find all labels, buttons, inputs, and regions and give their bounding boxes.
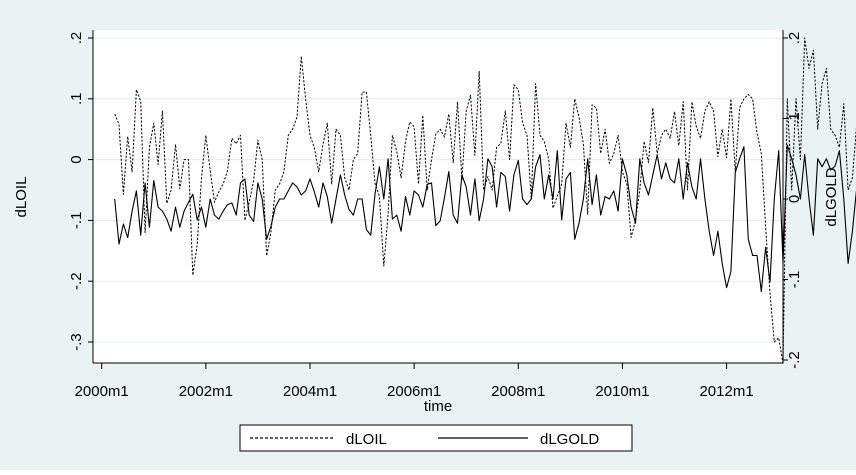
y-left-tick-label: .2 [68, 32, 85, 45]
y-left-tick-label: 0 [68, 155, 85, 163]
y-axis-left-title: dLOIL [13, 177, 30, 218]
y-right-tick-label: -.2 [786, 351, 803, 369]
y-left-tick-label: -.2 [68, 272, 85, 290]
series-group [114, 37, 856, 364]
x-axis-title: time [424, 398, 452, 415]
y-right-tick-label: 0 [786, 195, 803, 203]
gridlines [93, 37, 783, 343]
x-tick-label: 2004m1 [283, 383, 337, 400]
x-tick-label: 2008m1 [491, 383, 545, 400]
x-tick-label: 2002m1 [179, 383, 233, 400]
y-left-tick-label: .1 [68, 93, 85, 106]
series-line-dlgold [114, 144, 856, 293]
x-tick-label: 2012m1 [699, 383, 753, 400]
y-right-tick-label: .1 [786, 112, 803, 125]
legend: dLOIL dLGOLD [239, 424, 633, 452]
y-left-tick-label: -.1 [68, 212, 85, 230]
x-tick-label: 2010m1 [595, 383, 649, 400]
legend-label-dlgold: dLGOLD [540, 431, 599, 448]
y-right-tick-label: -.1 [786, 271, 803, 289]
x-tick-label: 2006m1 [387, 383, 441, 400]
y-right-tick-label: .2 [786, 32, 803, 45]
plot-area [93, 30, 783, 363]
x-tick-label: 2000m1 [75, 383, 129, 400]
legend-label-dloil: dLOIL [346, 431, 387, 448]
y-left-tick-label: -.3 [68, 333, 85, 351]
y-axis-right-title: dLGOLD [823, 167, 840, 226]
axes: .2 .1 0 -.1 -.2 -.3 .2 .1 0 -.1 -.2 2000m1 2002m1 200… [68, 30, 803, 400]
